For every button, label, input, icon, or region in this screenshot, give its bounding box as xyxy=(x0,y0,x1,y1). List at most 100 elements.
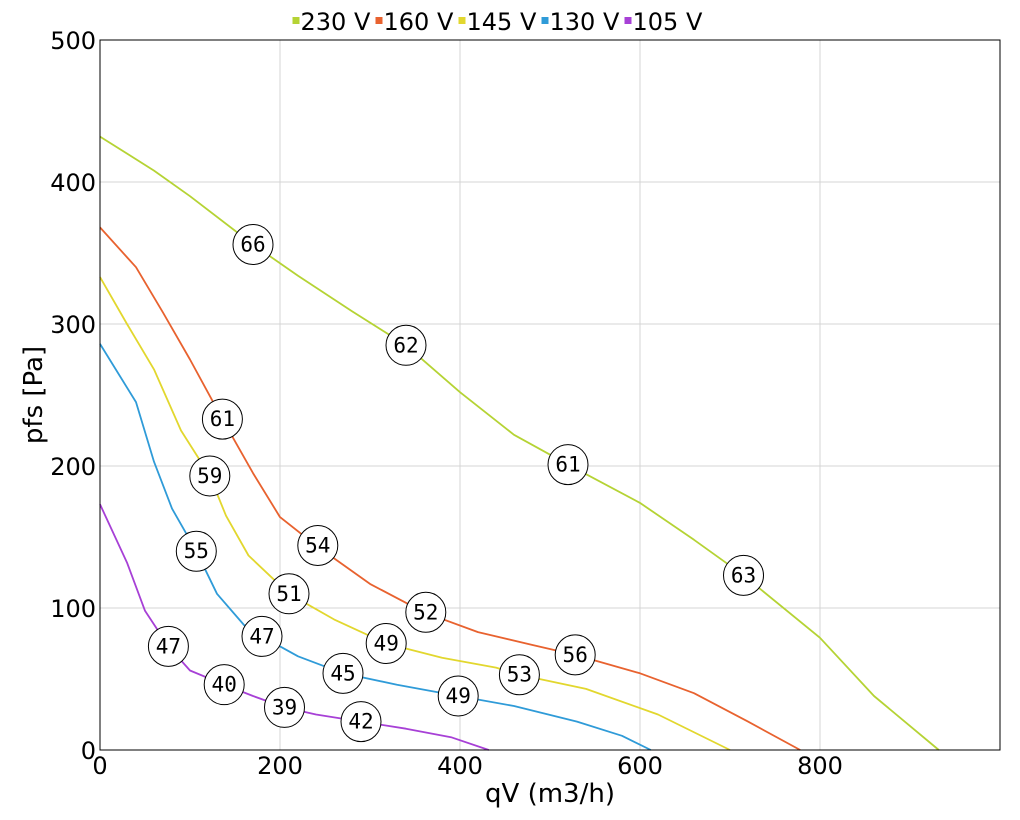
efficiency-badge: 61 xyxy=(547,444,589,486)
efficiency-badge: 54 xyxy=(297,525,339,567)
badge-value: 59 xyxy=(197,464,222,488)
x-axis-label: qV (m3/h) xyxy=(485,779,615,809)
legend-label: 160 V xyxy=(384,8,454,36)
legend-item: 130 V xyxy=(541,8,620,36)
y-tick-label: 500 xyxy=(50,27,96,55)
badge-value: 47 xyxy=(249,624,274,648)
legend-item: 230 V xyxy=(292,8,371,36)
plot-frame xyxy=(99,39,1001,751)
efficiency-badge: 49 xyxy=(365,623,407,664)
x-tick-label: 200 xyxy=(257,752,303,780)
y-tick-label: 300 xyxy=(50,311,96,339)
efficiency-badge: 45 xyxy=(322,652,364,694)
badge-circle xyxy=(175,530,217,572)
y-tick-label: 0 xyxy=(81,737,96,765)
badge-value: 53 xyxy=(507,663,532,687)
badge-value: 49 xyxy=(374,632,399,656)
efficiency-badge: 56 xyxy=(554,634,596,676)
badge-value: 66 xyxy=(240,232,265,256)
x-tick-label: 400 xyxy=(437,752,483,780)
badge-circle xyxy=(201,398,243,440)
efficiency-badge: 51 xyxy=(268,573,310,615)
badge-circle xyxy=(554,634,596,676)
efficiency-badge: 49 xyxy=(437,675,479,717)
plot-border xyxy=(99,39,1001,751)
efficiency-badge: 40 xyxy=(203,664,245,706)
badge-value: 51 xyxy=(276,582,301,606)
badge-circle xyxy=(723,554,764,596)
badge-circle xyxy=(498,654,540,696)
grid xyxy=(100,40,1000,750)
series-line-105v xyxy=(99,503,490,751)
badge-value: 40 xyxy=(212,673,237,697)
badge-value: 39 xyxy=(272,695,297,719)
legend-item: 145 V xyxy=(458,8,537,36)
y-tick-label: 100 xyxy=(50,595,96,623)
series-line-145v xyxy=(99,276,731,751)
badge-value: 62 xyxy=(393,333,418,357)
legend-swatch xyxy=(375,17,383,24)
series-lines xyxy=(99,135,940,751)
efficiency-badge: 42 xyxy=(340,701,382,743)
badge-circle xyxy=(232,223,274,265)
badge-value: 52 xyxy=(413,600,438,624)
legend-swatch xyxy=(292,17,300,24)
badge-value: 61 xyxy=(555,453,580,477)
badge-circle xyxy=(268,573,310,615)
badge-circle xyxy=(322,652,364,694)
efficiency-badge: 66 xyxy=(232,223,274,265)
badge-circle xyxy=(365,623,407,664)
badge-value: 63 xyxy=(731,563,756,587)
series-line-130v xyxy=(99,343,652,751)
legend-swatch xyxy=(541,17,549,24)
legend-label: 230 V xyxy=(301,8,371,36)
efficiency-badge: 53 xyxy=(498,654,540,696)
badge-circle xyxy=(189,455,231,497)
efficiency-badge: 39 xyxy=(264,686,305,728)
x-tick-label: 0 xyxy=(92,752,107,780)
series-line-160v xyxy=(99,226,801,751)
efficiency-badge: 63 xyxy=(723,554,764,596)
y-axis-label: pfs [Pa] xyxy=(19,346,49,444)
badge-circle xyxy=(340,701,382,743)
badge-value: 55 xyxy=(184,539,209,563)
efficiency-badge: 47 xyxy=(147,625,189,667)
badge-circle xyxy=(547,444,589,486)
efficiency-badge: 55 xyxy=(175,530,217,572)
efficiency-badge: 52 xyxy=(405,591,447,633)
efficiency-badge: 62 xyxy=(385,324,427,366)
badge-circle xyxy=(385,324,427,366)
efficiency-badge: 47 xyxy=(241,615,283,657)
badge-value: 47 xyxy=(156,634,181,658)
legend-label: 130 V xyxy=(550,8,620,36)
legend-item: 105 V xyxy=(624,8,703,36)
badge-value: 42 xyxy=(348,710,373,734)
y-tick-label: 200 xyxy=(50,453,96,481)
legend-swatch xyxy=(624,17,632,24)
legend-swatch xyxy=(458,17,466,24)
efficiency-badge: 61 xyxy=(201,398,243,440)
badge-circle xyxy=(264,686,305,728)
badge-circle xyxy=(437,675,479,717)
legend-label: 105 V xyxy=(633,8,703,36)
legend: 230 V 160 V 145 V 130 V 105 V xyxy=(292,8,703,36)
badge-value: 49 xyxy=(446,684,471,708)
badge-value: 54 xyxy=(305,534,330,558)
badge-value: 45 xyxy=(330,661,355,685)
efficiency-badge: 59 xyxy=(189,455,231,497)
x-tick-label: 800 xyxy=(797,752,843,780)
legend-item: 160 V xyxy=(375,8,454,36)
x-tick-label: 600 xyxy=(617,752,663,780)
badge-value: 61 xyxy=(210,407,235,431)
badge-circle xyxy=(405,591,447,633)
axis-ticks: 0 200 400 600 800 0 100 200 300 400 500 xyxy=(50,27,843,780)
badge-circle xyxy=(203,664,245,706)
badge-circle xyxy=(241,615,283,657)
badge-circle xyxy=(297,525,339,567)
efficiency-labels: 66 62 61 63 61 54 52 56 59 51 49 53 55 47 45 49 47 40 39 42 xyxy=(147,223,764,743)
legend-label: 145 V xyxy=(467,8,537,36)
y-tick-label: 400 xyxy=(50,169,96,197)
badge-value: 56 xyxy=(563,643,588,667)
series-line-230v xyxy=(99,135,940,751)
